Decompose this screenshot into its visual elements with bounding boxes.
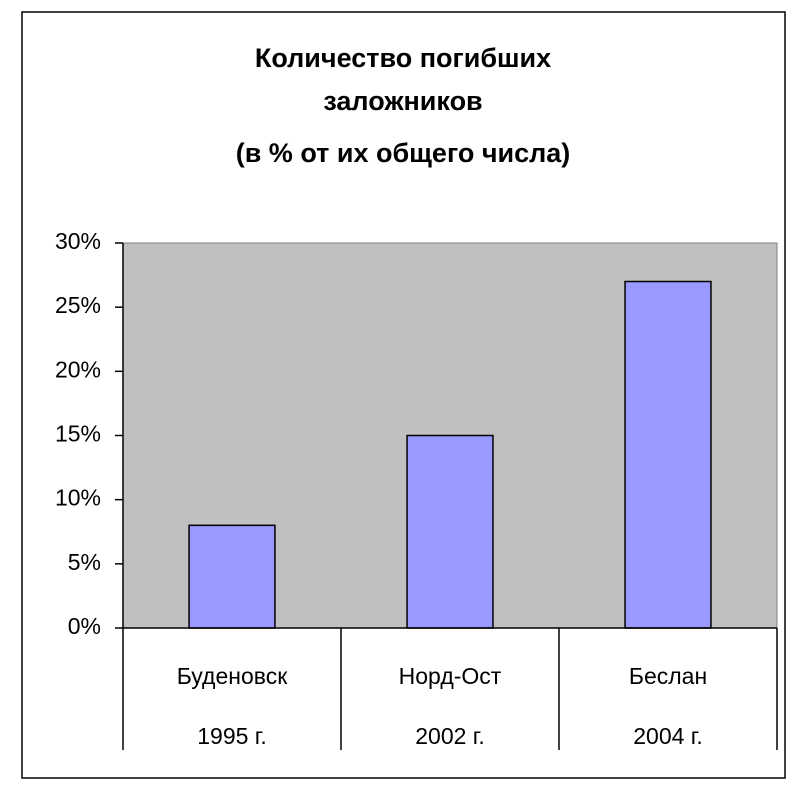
bar (624, 280, 712, 629)
x-tick-label: 1995 г. (197, 723, 267, 749)
x-tick-label: Буденовск (177, 663, 288, 689)
y-tick-label: 20% (55, 356, 101, 382)
bar (188, 524, 276, 629)
x-tick-label: Беслан (629, 663, 707, 689)
chart-title: (в % от их общего числа) (236, 138, 571, 168)
y-tick-label: 15% (55, 421, 101, 447)
y-tick-label: 10% (55, 485, 101, 511)
y-tick-label: 0% (68, 613, 101, 639)
chart-title: заложников (323, 86, 482, 116)
x-tick-label: 2002 г. (415, 723, 485, 749)
x-tick-label: 2004 г. (633, 723, 703, 749)
chart-title: Количество погибших (255, 43, 551, 73)
bar (406, 434, 494, 629)
y-tick-label: 30% (55, 228, 101, 254)
y-tick-label: 25% (55, 292, 101, 318)
x-tick-label: Норд-Ост (399, 663, 502, 689)
y-tick-label: 5% (68, 549, 101, 575)
